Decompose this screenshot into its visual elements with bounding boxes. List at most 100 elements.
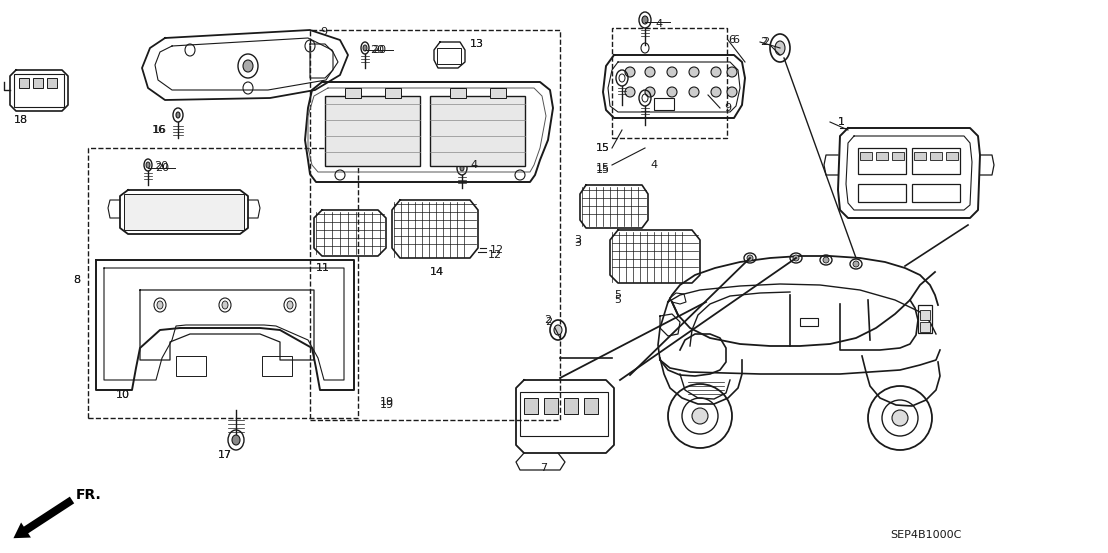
Ellipse shape — [667, 67, 677, 77]
Bar — [930, 152, 942, 160]
Ellipse shape — [176, 112, 179, 118]
Ellipse shape — [222, 301, 228, 309]
Ellipse shape — [460, 165, 464, 171]
Ellipse shape — [243, 60, 253, 72]
Text: 18: 18 — [14, 115, 28, 125]
Text: 14: 14 — [430, 267, 444, 277]
Text: 6: 6 — [728, 35, 735, 45]
Text: 7: 7 — [540, 463, 547, 473]
Bar — [520, 392, 608, 436]
Ellipse shape — [642, 16, 648, 24]
Bar — [176, 356, 206, 376]
Text: 17: 17 — [218, 450, 232, 460]
Ellipse shape — [774, 41, 784, 55]
Bar — [564, 398, 578, 414]
Text: 2: 2 — [545, 317, 552, 327]
Text: 20: 20 — [372, 45, 386, 55]
Text: 4: 4 — [655, 19, 663, 29]
Bar — [490, 88, 506, 98]
Text: 12: 12 — [490, 245, 504, 255]
Bar — [47, 78, 57, 88]
Bar — [860, 152, 872, 160]
Bar — [33, 78, 43, 88]
Ellipse shape — [692, 408, 708, 424]
Bar — [946, 152, 958, 160]
Text: 15: 15 — [596, 143, 611, 153]
Text: 10: 10 — [116, 390, 130, 400]
Bar — [430, 96, 525, 166]
Text: 2: 2 — [762, 37, 769, 47]
Text: FR.: FR. — [76, 488, 102, 502]
Ellipse shape — [793, 255, 799, 261]
Text: 15: 15 — [596, 143, 611, 153]
Bar — [892, 152, 904, 160]
FancyArrow shape — [13, 497, 74, 538]
Ellipse shape — [554, 325, 562, 335]
Bar — [912, 148, 960, 174]
Bar — [310, 30, 560, 420]
Bar — [450, 88, 466, 98]
Ellipse shape — [232, 435, 240, 445]
Bar — [325, 96, 420, 166]
Bar — [345, 88, 361, 98]
Ellipse shape — [689, 87, 699, 97]
Ellipse shape — [892, 410, 907, 426]
Text: 1: 1 — [838, 117, 845, 127]
Ellipse shape — [157, 301, 163, 309]
Text: 3: 3 — [574, 235, 581, 245]
Ellipse shape — [711, 87, 721, 97]
Bar — [858, 148, 906, 174]
Text: 6: 6 — [732, 35, 739, 45]
Text: 9: 9 — [724, 103, 731, 113]
Ellipse shape — [625, 67, 635, 77]
Text: 17: 17 — [218, 450, 232, 460]
Ellipse shape — [363, 45, 367, 51]
Text: 5: 5 — [614, 290, 620, 300]
Text: 9: 9 — [320, 27, 327, 37]
Text: 16: 16 — [153, 125, 167, 135]
Text: 13: 13 — [470, 39, 484, 49]
Text: 10: 10 — [116, 390, 130, 400]
Bar — [920, 322, 930, 332]
Text: 13: 13 — [470, 39, 484, 49]
Text: 4: 4 — [650, 160, 657, 170]
Text: 1: 1 — [838, 117, 845, 127]
Ellipse shape — [287, 301, 293, 309]
Ellipse shape — [747, 255, 753, 261]
Text: 5: 5 — [614, 295, 620, 305]
Ellipse shape — [667, 87, 677, 97]
Text: 12: 12 — [488, 250, 502, 260]
Ellipse shape — [727, 87, 737, 97]
Text: 15: 15 — [596, 163, 611, 173]
Bar — [261, 356, 293, 376]
Ellipse shape — [146, 162, 150, 168]
Text: 3: 3 — [574, 238, 581, 248]
Text: 2: 2 — [760, 37, 767, 47]
Text: 8: 8 — [73, 275, 80, 285]
Bar — [654, 98, 674, 110]
Text: SEP4B1000C: SEP4B1000C — [890, 530, 962, 540]
Bar — [124, 194, 244, 230]
Ellipse shape — [823, 257, 829, 263]
Bar — [384, 88, 401, 98]
Bar — [920, 310, 930, 320]
Text: 20: 20 — [155, 163, 170, 173]
Bar — [19, 78, 29, 88]
Text: 19: 19 — [380, 400, 394, 410]
Bar — [914, 152, 926, 160]
Text: 20: 20 — [154, 161, 168, 171]
Ellipse shape — [645, 87, 655, 97]
Bar — [858, 184, 906, 202]
Text: 19: 19 — [380, 397, 394, 407]
Ellipse shape — [645, 67, 655, 77]
Bar — [437, 48, 461, 64]
Text: 15: 15 — [596, 165, 611, 175]
Text: 20: 20 — [370, 45, 384, 55]
Bar — [524, 398, 538, 414]
Bar — [14, 74, 64, 107]
Bar — [919, 305, 932, 333]
Bar — [612, 28, 727, 138]
Bar — [88, 148, 358, 418]
Text: 8: 8 — [73, 275, 80, 285]
Ellipse shape — [711, 67, 721, 77]
